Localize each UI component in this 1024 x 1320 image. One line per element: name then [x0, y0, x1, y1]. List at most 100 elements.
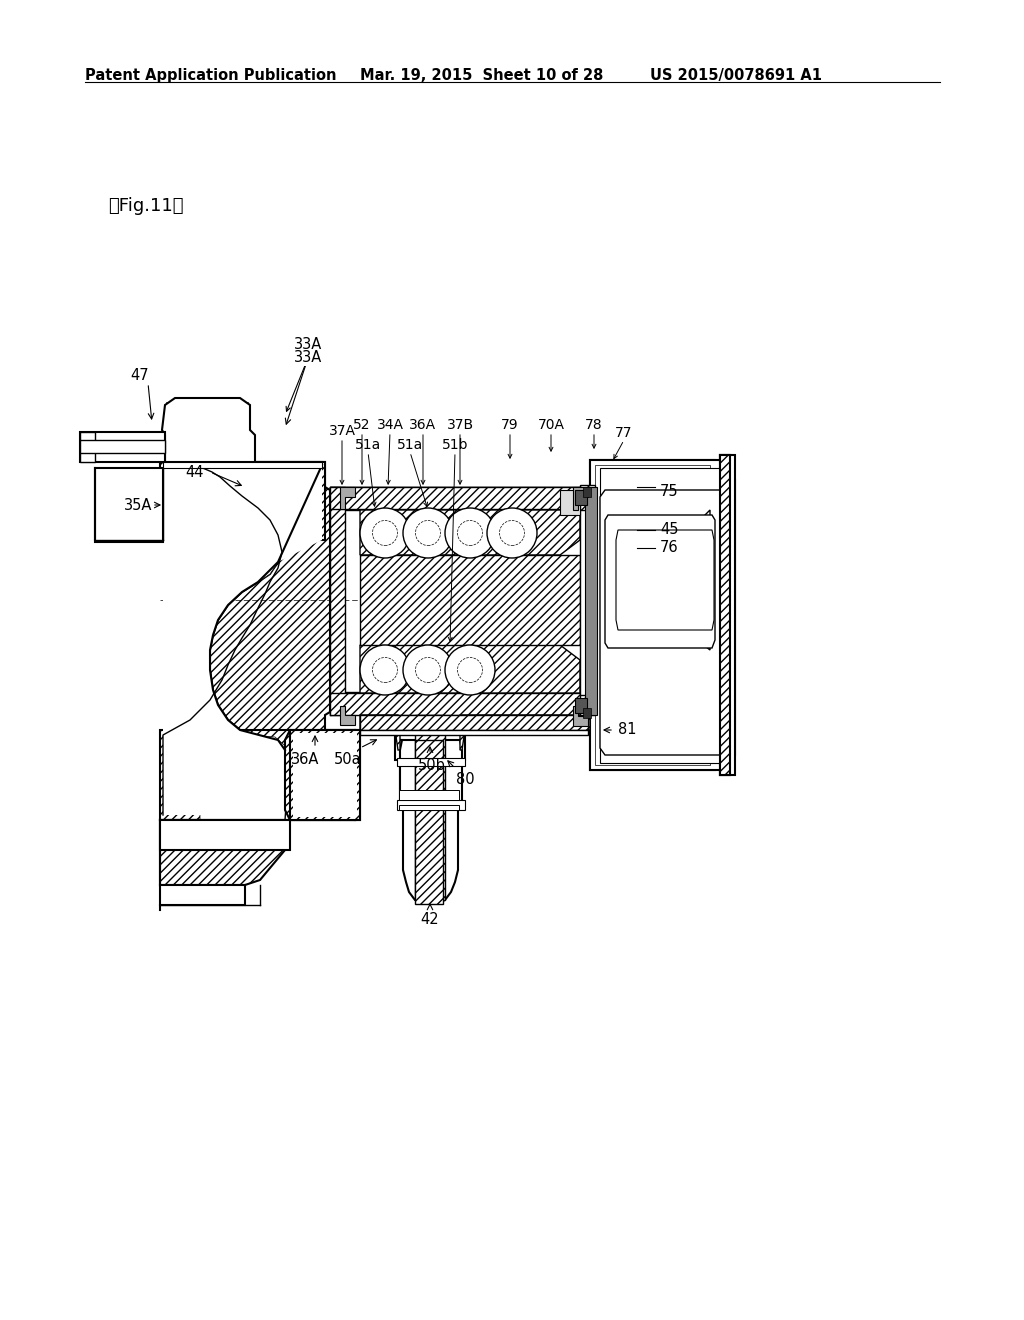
Text: 51b: 51b: [441, 438, 468, 451]
Bar: [330, 692, 585, 711]
Polygon shape: [330, 487, 345, 715]
Text: 79: 79: [501, 418, 519, 432]
Polygon shape: [360, 645, 580, 693]
Circle shape: [360, 508, 410, 558]
Text: 45: 45: [660, 523, 679, 537]
Circle shape: [445, 508, 495, 558]
Polygon shape: [616, 531, 714, 630]
Text: 33A: 33A: [294, 337, 323, 352]
Text: 70A: 70A: [538, 418, 564, 432]
Bar: [575, 490, 587, 506]
Text: 【Fig.11】: 【Fig.11】: [108, 197, 183, 215]
Polygon shape: [600, 490, 720, 755]
Bar: [715, 480, 735, 755]
Polygon shape: [100, 475, 163, 540]
Polygon shape: [340, 706, 355, 725]
Bar: [580, 488, 595, 708]
Polygon shape: [160, 884, 245, 906]
Bar: [397, 800, 465, 810]
Circle shape: [403, 645, 453, 696]
Bar: [595, 465, 710, 766]
Polygon shape: [360, 510, 580, 554]
Bar: [360, 554, 580, 645]
Text: Patent Application Publication: Patent Application Publication: [85, 69, 337, 83]
Bar: [575, 698, 587, 713]
Bar: [580, 484, 595, 510]
Text: 42: 42: [421, 912, 439, 927]
Polygon shape: [160, 820, 285, 884]
Bar: [399, 789, 459, 800]
Text: 80: 80: [456, 772, 474, 787]
Bar: [590, 459, 715, 770]
Bar: [330, 487, 585, 510]
Text: 51a: 51a: [355, 438, 381, 451]
Polygon shape: [330, 487, 590, 512]
Bar: [160, 462, 325, 540]
Polygon shape: [340, 487, 355, 510]
Bar: [583, 708, 591, 718]
Polygon shape: [573, 706, 588, 726]
Polygon shape: [398, 741, 462, 904]
Text: 50a: 50a: [334, 752, 361, 767]
Bar: [583, 487, 591, 498]
Text: 37A: 37A: [329, 424, 355, 438]
Bar: [80, 432, 165, 462]
Bar: [720, 455, 730, 775]
Text: 34A: 34A: [377, 418, 403, 432]
Polygon shape: [163, 462, 322, 469]
Text: 52: 52: [353, 418, 371, 432]
Text: 78: 78: [585, 418, 603, 432]
Polygon shape: [80, 440, 165, 453]
Bar: [330, 693, 585, 715]
Polygon shape: [360, 715, 400, 750]
Text: 51a: 51a: [397, 438, 423, 451]
Polygon shape: [163, 465, 322, 814]
Polygon shape: [185, 465, 290, 820]
Polygon shape: [573, 487, 588, 510]
Bar: [360, 730, 588, 735]
Text: 44: 44: [185, 465, 204, 480]
Polygon shape: [80, 432, 95, 462]
Bar: [160, 820, 290, 850]
Bar: [585, 487, 597, 715]
Bar: [360, 715, 588, 730]
Polygon shape: [95, 469, 163, 543]
Text: 76: 76: [660, 540, 679, 556]
Bar: [399, 805, 459, 810]
Circle shape: [360, 645, 410, 696]
Text: 50b: 50b: [418, 758, 445, 774]
Text: 35A: 35A: [124, 498, 152, 512]
Text: 37B: 37B: [446, 418, 473, 432]
Bar: [330, 487, 340, 711]
Circle shape: [403, 508, 453, 558]
Polygon shape: [285, 730, 360, 820]
Polygon shape: [605, 515, 715, 648]
Bar: [415, 741, 443, 904]
Bar: [397, 758, 465, 766]
Polygon shape: [395, 715, 465, 904]
Text: 36A: 36A: [291, 752, 319, 767]
Bar: [580, 696, 595, 715]
Polygon shape: [162, 399, 255, 462]
Bar: [290, 730, 360, 820]
Text: 81: 81: [618, 722, 637, 738]
Bar: [560, 490, 580, 515]
Circle shape: [487, 508, 537, 558]
Bar: [330, 487, 585, 507]
Bar: [415, 715, 445, 900]
Text: 75: 75: [660, 484, 679, 499]
Polygon shape: [460, 715, 590, 750]
Text: US 2015/0078691 A1: US 2015/0078691 A1: [650, 69, 822, 83]
Polygon shape: [590, 455, 730, 775]
Polygon shape: [160, 462, 355, 820]
Circle shape: [445, 645, 495, 696]
Bar: [163, 465, 322, 540]
Bar: [600, 469, 720, 763]
Text: 33A: 33A: [294, 351, 323, 366]
Polygon shape: [620, 510, 710, 649]
Text: 77: 77: [615, 426, 633, 440]
Bar: [293, 733, 357, 817]
Text: 47: 47: [130, 367, 148, 383]
Text: 36A: 36A: [410, 418, 436, 432]
Bar: [160, 730, 290, 820]
